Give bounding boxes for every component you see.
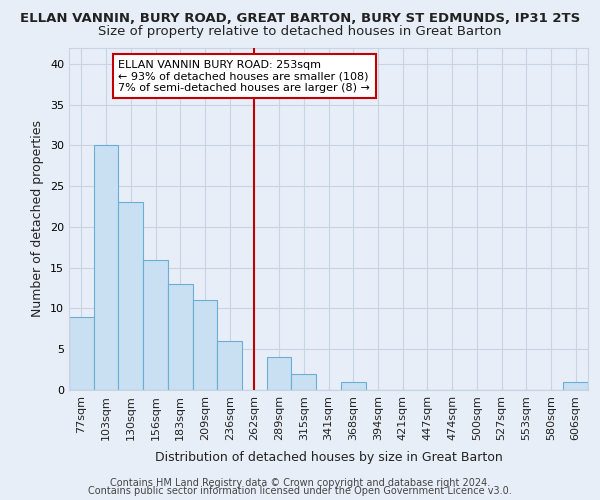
X-axis label: Distribution of detached houses by size in Great Barton: Distribution of detached houses by size …	[155, 451, 502, 464]
Bar	[143, 260, 168, 390]
Text: ELLAN VANNIN BURY ROAD: 253sqm
← 93% of detached houses are smaller (108)
7% of : ELLAN VANNIN BURY ROAD: 253sqm ← 93% of …	[118, 60, 370, 93]
Bar	[168, 284, 193, 390]
Bar	[217, 341, 242, 390]
Text: Contains HM Land Registry data © Crown copyright and database right 2024.: Contains HM Land Registry data © Crown c…	[110, 478, 490, 488]
Bar	[341, 382, 365, 390]
Bar	[267, 358, 292, 390]
Y-axis label: Number of detached properties: Number of detached properties	[31, 120, 44, 318]
Bar	[193, 300, 217, 390]
Bar	[118, 202, 143, 390]
Text: ELLAN VANNIN, BURY ROAD, GREAT BARTON, BURY ST EDMUNDS, IP31 2TS: ELLAN VANNIN, BURY ROAD, GREAT BARTON, B…	[20, 12, 580, 26]
Bar	[563, 382, 588, 390]
Bar	[292, 374, 316, 390]
Text: Contains public sector information licensed under the Open Government Licence v3: Contains public sector information licen…	[88, 486, 512, 496]
Bar	[94, 146, 118, 390]
Text: Size of property relative to detached houses in Great Barton: Size of property relative to detached ho…	[98, 25, 502, 38]
Bar	[69, 316, 94, 390]
